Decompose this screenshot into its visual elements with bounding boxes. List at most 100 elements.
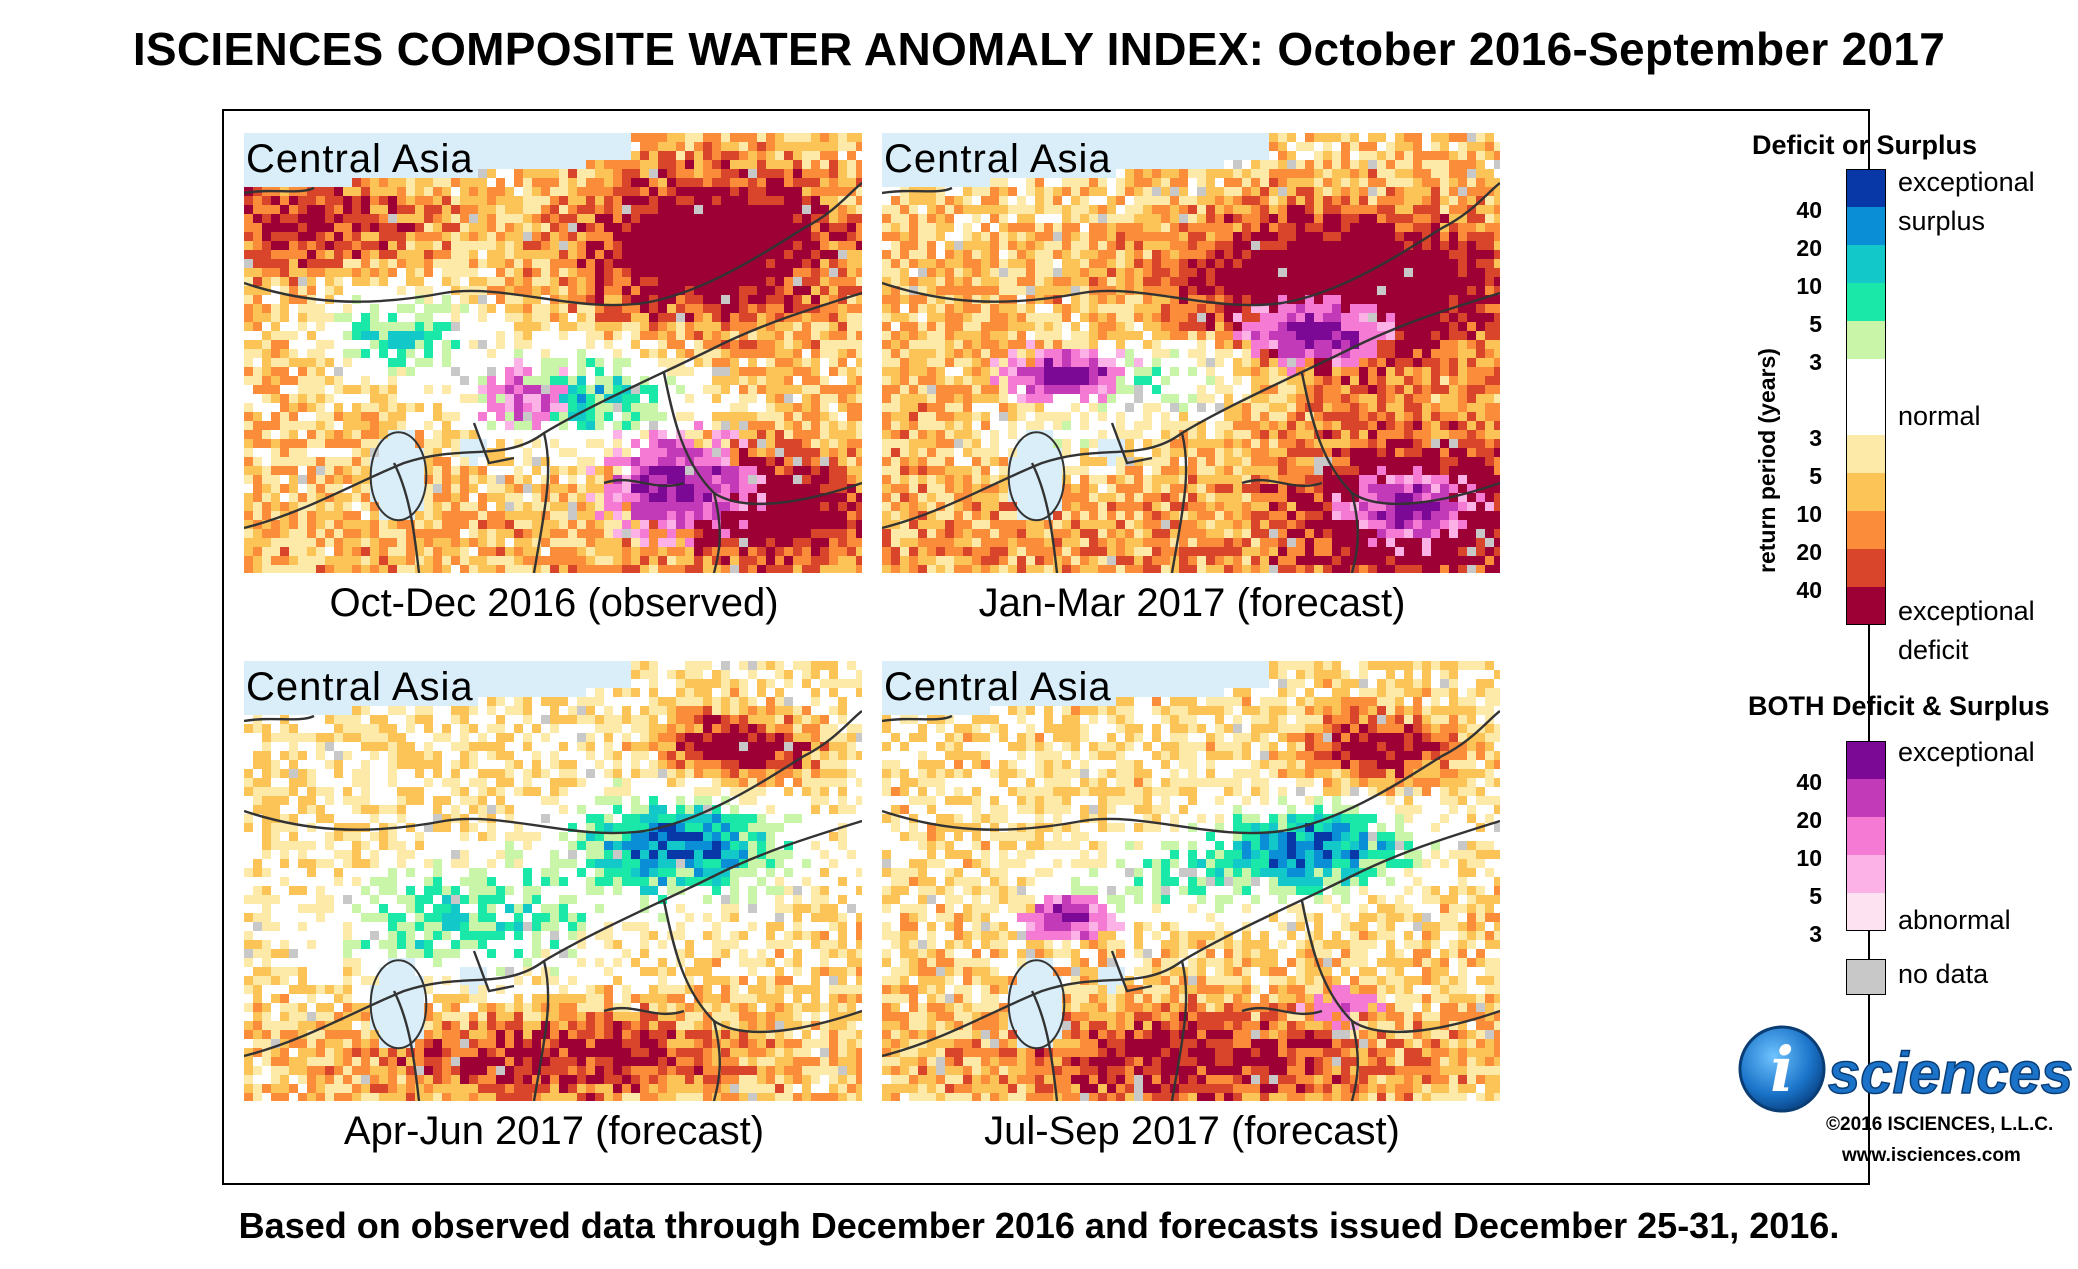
map-cell [667,268,677,278]
map-cell [730,376,740,386]
map-cell [1269,241,1279,251]
map-cell [622,178,632,188]
map-cell [1458,259,1468,269]
map-cell [766,421,776,431]
map-cell [712,304,722,314]
map-cell [559,475,569,485]
map-cell [811,394,821,404]
map-cell [325,151,335,161]
map-cell [667,556,677,566]
map-cell [1485,331,1495,341]
map-cell [379,349,389,359]
map-cell [972,304,982,314]
map-cell [793,160,803,170]
map-cell [307,394,317,404]
map-cell [505,385,515,395]
map-cell [918,133,928,143]
map-cell [541,259,551,269]
map-cell [838,421,848,431]
map-cell [990,259,1000,269]
map-cell [1476,322,1486,332]
map-cell [595,538,605,548]
map-cell [577,412,587,422]
map-cell [856,538,862,548]
map-cell [712,493,722,503]
map-cell [523,133,533,143]
map-cell [829,565,839,573]
map-cell [307,421,317,431]
map-cell [550,511,560,521]
map-cell [721,412,731,422]
map-cell [532,250,542,260]
map-cell [289,565,299,573]
map-cell [1089,169,1099,179]
map-cell [1215,196,1225,206]
map-cell [1314,322,1324,332]
map-cell [954,151,964,161]
map-cell [829,196,839,206]
map-cell [712,538,722,548]
map-cell [523,565,533,573]
map-cell [1476,259,1486,269]
map-cell [730,223,740,233]
map-cell [784,538,794,548]
map-cell [802,169,812,179]
map-cell [721,358,731,368]
map-cell [478,421,488,431]
map-cell [1260,259,1270,269]
map-cell [316,385,326,395]
map-cell [847,286,857,296]
map-cell [505,259,515,269]
map-cell [1026,187,1036,197]
map-cell [406,331,416,341]
map-cell [730,295,740,305]
map-cell [595,430,605,440]
map-cell [541,331,551,341]
map-cell [775,295,785,305]
map-cell [397,223,407,233]
map-cell [1170,214,1180,224]
map-cell [981,241,991,251]
map-cell [784,430,794,440]
map-cell [1296,142,1306,152]
map-cell [1008,277,1018,287]
map-cell [667,448,677,458]
map-cell [343,304,353,314]
map-cell [298,529,308,539]
map-cell [1197,133,1207,143]
map-cell [442,133,452,143]
map-cell [361,448,371,458]
map-cell [1008,169,1018,179]
map-cell [244,556,254,566]
map-cell [1287,286,1297,296]
map-cell [244,169,254,179]
map-cell [1269,205,1279,215]
map-cell [918,214,928,224]
map-cell [1125,268,1135,278]
map-cell [280,475,290,485]
map-cell [478,520,488,530]
map-cell [703,502,713,512]
map-cell [478,187,488,197]
map-cell [1431,205,1441,215]
map-cell [262,304,272,314]
map-cell [802,556,812,566]
map-cell [793,547,803,557]
map-cell [1035,304,1045,314]
map-cell [505,196,515,206]
map-cell [1413,322,1423,332]
map-cell [460,313,470,323]
map-cell [1152,133,1162,143]
map-cell [1395,169,1405,179]
map-cell [532,394,542,404]
map-cell [1188,331,1198,341]
map-cell [685,520,695,530]
map-cell [1053,214,1063,224]
map-cell [1071,313,1081,323]
map-cell [424,223,434,233]
map-cell [1305,214,1315,224]
map-cell [1341,259,1351,269]
map-cell [694,394,704,404]
map-cell [325,178,335,188]
map-cell [604,412,614,422]
